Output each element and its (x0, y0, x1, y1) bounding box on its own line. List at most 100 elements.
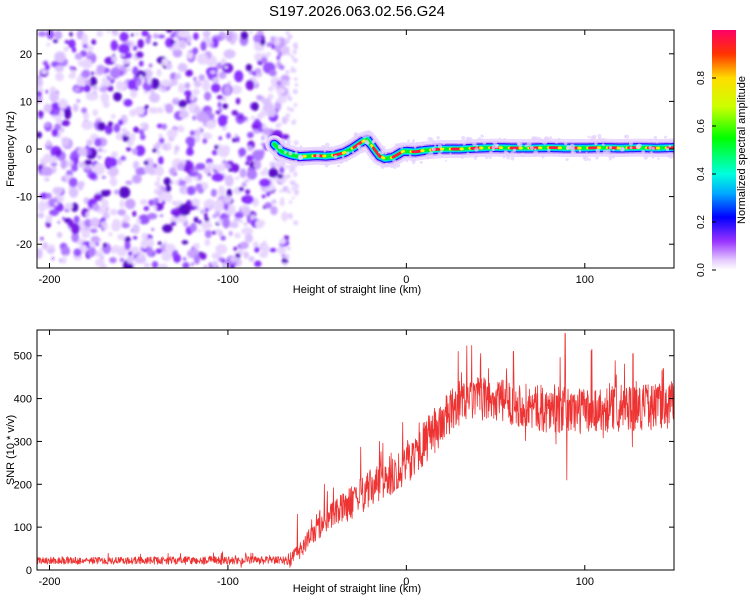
trace-halo (534, 153, 539, 157)
noise-blob (286, 88, 289, 91)
noise-blob (77, 147, 90, 157)
trace-halo (650, 151, 653, 154)
trace-halo (475, 153, 478, 157)
noise-blob (182, 262, 190, 268)
spectrogram-xtick-label: 0 (403, 274, 409, 286)
trace-halo (475, 144, 479, 148)
noise-blob (189, 162, 194, 167)
trace-halo (549, 136, 553, 140)
noise-blob (239, 241, 249, 250)
trace-halo (554, 139, 559, 144)
snr-xtick-label: -100 (217, 576, 239, 588)
noise-blob (211, 173, 225, 182)
noise-blob (56, 232, 63, 238)
noise-blob (245, 189, 251, 195)
trace-halo (273, 149, 278, 154)
trace-halo (440, 149, 443, 153)
trace-halo (571, 140, 575, 144)
noise-blob (221, 125, 227, 131)
noise-blob (191, 198, 201, 207)
noise-blob (220, 145, 231, 154)
noise-blob (259, 178, 271, 188)
noise-blob (49, 209, 59, 217)
noise-blob (70, 69, 76, 76)
trace-halo (608, 154, 614, 160)
noise-blob (270, 36, 276, 44)
noise-blob (198, 74, 206, 82)
noise-blob (195, 162, 206, 170)
noise-blob (202, 30, 211, 38)
spectrogram-ytick-label: 10 (20, 96, 32, 108)
trace-halo (442, 141, 446, 146)
noise-blob (84, 159, 93, 166)
trace-halo (273, 152, 279, 158)
noise-blob (89, 240, 97, 249)
noise-blob (141, 232, 148, 241)
trace-halo (648, 145, 652, 150)
trace-halo (544, 136, 550, 141)
noise-blob (261, 194, 266, 199)
trace-halo (491, 145, 496, 150)
noise-blob (254, 68, 262, 73)
trace-halo (641, 150, 646, 154)
noise-blob (90, 228, 98, 234)
noise-blob (193, 105, 201, 115)
snr-ytick-label: 400 (14, 394, 32, 406)
noise-blob (253, 160, 262, 170)
trace-halo (502, 155, 506, 159)
noise-blob (91, 71, 95, 76)
noise-blob (126, 255, 134, 264)
noise-blob (162, 224, 173, 233)
noise-blob (245, 161, 250, 166)
noise-blob (291, 196, 295, 200)
noise-blob (205, 120, 217, 130)
noise-blob (224, 163, 231, 169)
noise-blob (241, 227, 254, 235)
trace-halo (372, 139, 376, 143)
trace-halo (520, 152, 526, 158)
noise-blob (85, 211, 90, 218)
noise-blob (193, 129, 202, 136)
noise-blob (44, 64, 50, 70)
noise-blob (104, 73, 108, 79)
noise-blob (148, 63, 153, 68)
trace-halo (667, 155, 671, 159)
noise-blob (126, 30, 130, 33)
noise-blob (186, 186, 195, 196)
noise-blob (192, 88, 200, 96)
noise-blob (278, 51, 283, 58)
noise-blob (67, 39, 76, 49)
noise-blob (246, 169, 258, 180)
spectrogram-ytick-label: 0 (26, 144, 32, 156)
noise-blob (113, 123, 121, 133)
trace-halo (330, 147, 335, 152)
noise-blob (142, 113, 145, 117)
noise-blob (97, 121, 106, 131)
noise-blob (109, 177, 118, 187)
noise-blob (54, 123, 62, 131)
spectrogram-xtick-label: -200 (38, 274, 60, 286)
trace-halo (512, 148, 517, 153)
trace-halo (494, 144, 499, 149)
noise-blob (290, 69, 294, 73)
noise-blob (251, 124, 259, 130)
trace-halo (282, 159, 285, 162)
trace-halo (357, 147, 361, 151)
noise-blob (92, 203, 100, 212)
noise-blob (287, 96, 293, 102)
noise-blob (161, 87, 167, 93)
noise-blob (224, 175, 234, 187)
noise-blob (202, 229, 207, 232)
trace-halo (526, 141, 532, 147)
noise-blob (153, 205, 157, 210)
trace-halo (351, 150, 355, 154)
noise-blob (184, 82, 191, 89)
noise-blob (244, 233, 254, 243)
noise-blob (210, 41, 214, 46)
noise-blob (203, 265, 207, 268)
noise-blob (172, 48, 183, 58)
noise-blob (164, 243, 176, 252)
noise-blob (68, 177, 78, 188)
noise-blob (61, 119, 70, 127)
noise-blob (282, 134, 290, 140)
